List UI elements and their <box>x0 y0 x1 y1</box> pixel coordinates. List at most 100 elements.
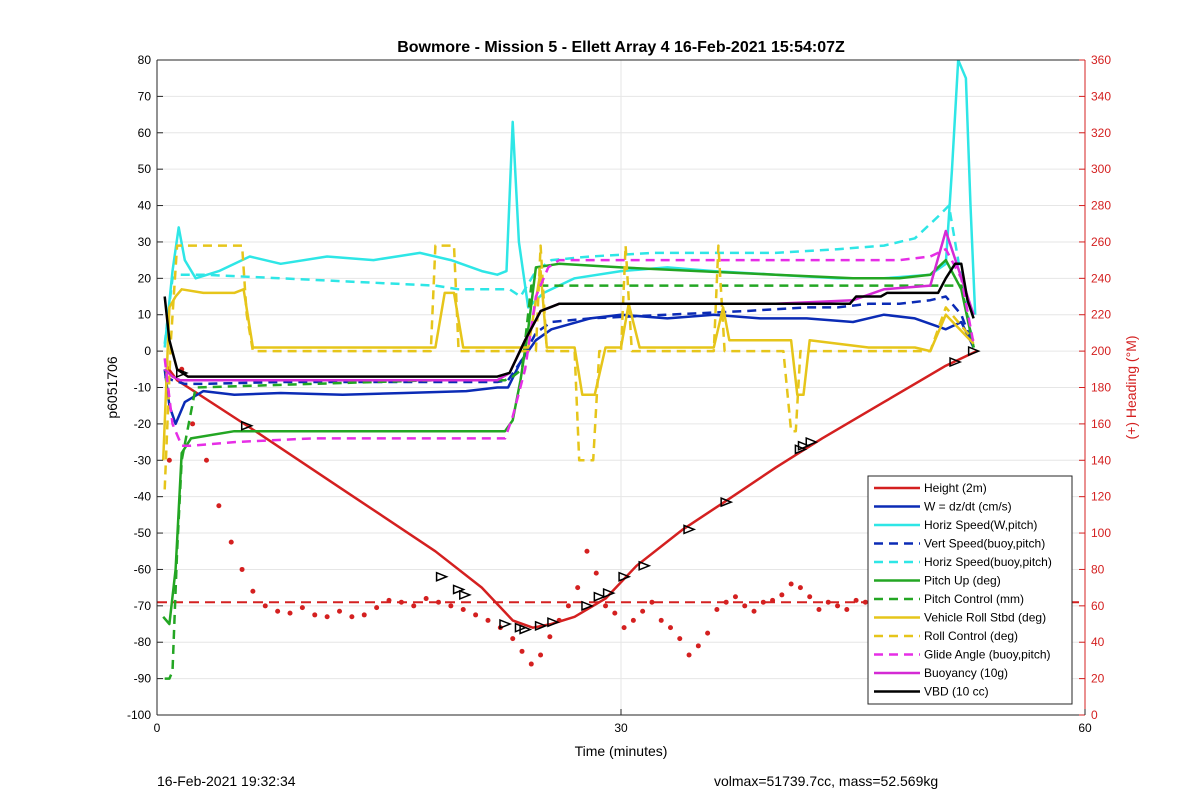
y-tick-label: 60 <box>138 126 152 140</box>
heading-point <box>510 636 516 642</box>
legend-entry: Roll Control (deg) <box>924 629 1018 643</box>
heading-point <box>228 539 234 545</box>
y2-tick-label: 280 <box>1091 199 1111 213</box>
y2-tick-label: 320 <box>1091 126 1111 140</box>
y2-tick-label: 120 <box>1091 490 1111 504</box>
series-line-12 <box>163 262 975 378</box>
heading-point <box>312 612 318 618</box>
heading-point <box>825 599 831 605</box>
heading-point <box>528 661 534 667</box>
y-tick-label: 20 <box>138 271 152 285</box>
heading-point <box>779 592 785 598</box>
heading-point <box>667 625 673 631</box>
y-tick-label: 30 <box>138 235 152 249</box>
y-tick-label: 0 <box>144 344 151 358</box>
marker-triangle <box>967 346 981 357</box>
marker-triangle <box>499 618 513 630</box>
series-line-1 <box>165 349 978 629</box>
y2-axis-label: (+) Heading (°M) <box>1123 335 1139 439</box>
heading-point <box>770 597 776 603</box>
y2-tick-label: 160 <box>1091 417 1111 431</box>
y2-tick-label: 360 <box>1091 53 1111 67</box>
legend-entry: Horiz Speed(buoy,pitch) <box>924 555 1052 569</box>
heading-point <box>742 603 748 609</box>
heading-point <box>751 608 757 614</box>
heading-point <box>862 599 868 605</box>
heading-point <box>435 599 441 605</box>
y-tick-label: -10 <box>134 381 152 395</box>
x-tick-label: 0 <box>154 721 161 735</box>
footer-timestamp: 16-Feb-2021 19:32:34 <box>157 773 296 789</box>
y-tick-label: 40 <box>138 199 152 213</box>
y2-tick-label: 200 <box>1091 344 1111 358</box>
heading-point <box>203 457 209 463</box>
legend-entry: W = dz/dt (cm/s) <box>924 500 1012 514</box>
heading-point <box>324 614 330 620</box>
heading-point <box>460 606 466 612</box>
marker-triangle <box>459 589 472 601</box>
heading-point <box>593 570 599 576</box>
chart-title: Bowmore - Mission 5 - Ellett Array 4 16-… <box>397 39 845 56</box>
y-tick-label: -100 <box>127 708 151 722</box>
heading-point <box>361 612 367 618</box>
y2-tick-label: 80 <box>1091 562 1105 576</box>
y2-tick-label: 20 <box>1091 672 1105 686</box>
y2-tick-label: 220 <box>1091 308 1111 322</box>
heading-point <box>788 581 794 587</box>
legend-entry: Pitch Up (deg) <box>924 574 1001 588</box>
heading-point <box>640 608 646 614</box>
heading-point <box>603 603 609 609</box>
heading-point <box>423 596 429 602</box>
heading-point <box>473 612 479 618</box>
heading-point <box>677 636 683 642</box>
y-tick-label: -90 <box>134 672 152 686</box>
heading-point <box>386 597 392 603</box>
heading-point <box>262 603 268 609</box>
heading-point <box>612 610 618 616</box>
legend-entry: Vert Speed(buoy,pitch) <box>924 537 1045 551</box>
series-line-2 <box>163 313 975 426</box>
marker-triangle <box>805 436 819 448</box>
heading-point <box>287 610 293 616</box>
heading-point <box>714 606 720 612</box>
marker-triangle <box>720 497 734 508</box>
legend-entry: VBD (10 cc) <box>924 685 989 699</box>
heading-point <box>835 603 841 609</box>
marker-triangle <box>519 624 533 635</box>
heading-point <box>398 599 404 605</box>
heading-point <box>658 617 664 623</box>
heading-point <box>732 594 738 600</box>
heading-point <box>649 599 655 605</box>
y2-tick-label: 0 <box>1091 708 1098 722</box>
heading-point <box>565 603 571 609</box>
series-line-3 <box>163 60 977 348</box>
series-line-8 <box>161 269 975 461</box>
heading-point <box>853 597 859 603</box>
y-tick-label: -60 <box>134 562 152 576</box>
footer-volmax-mass: volmax=51739.7cc, mass=52.569kg <box>714 773 939 789</box>
legend-entry: Horiz Speed(W,pitch) <box>924 518 1037 532</box>
heading-point <box>816 606 822 612</box>
marker-triangle <box>534 620 548 631</box>
marker-triangle <box>435 571 449 582</box>
legend-entry: Glide Angle (buoy,pitch) <box>924 648 1051 662</box>
x-tick-label: 30 <box>614 721 628 735</box>
marker-triangle <box>638 560 652 571</box>
series-line-10 <box>163 247 975 447</box>
heading-point <box>216 503 222 509</box>
y2-tick-label: 180 <box>1091 381 1111 395</box>
marker-triangle <box>618 571 632 582</box>
y2-tick-label: 140 <box>1091 453 1111 467</box>
heading-point <box>797 585 803 591</box>
marker-triangle <box>581 600 594 611</box>
legend-box <box>867 475 1073 705</box>
heading-point <box>760 599 766 605</box>
heading-point <box>448 603 454 609</box>
y-tick-label: 70 <box>138 89 152 103</box>
y2-tick-label: 300 <box>1091 162 1111 176</box>
y2-tick-label: 40 <box>1091 635 1105 649</box>
heading-point <box>621 625 627 631</box>
marker-triangle <box>175 367 189 379</box>
legend: Height (2m) W = dz/dt (cm/s) Horiz Speed(W… <box>867 475 1073 705</box>
